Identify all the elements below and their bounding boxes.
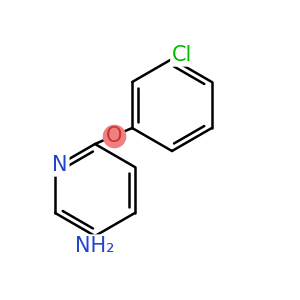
Text: Cl: Cl [172,45,192,65]
Text: O: O [105,126,122,146]
Text: NH₂: NH₂ [75,236,115,256]
Text: N: N [52,155,68,175]
